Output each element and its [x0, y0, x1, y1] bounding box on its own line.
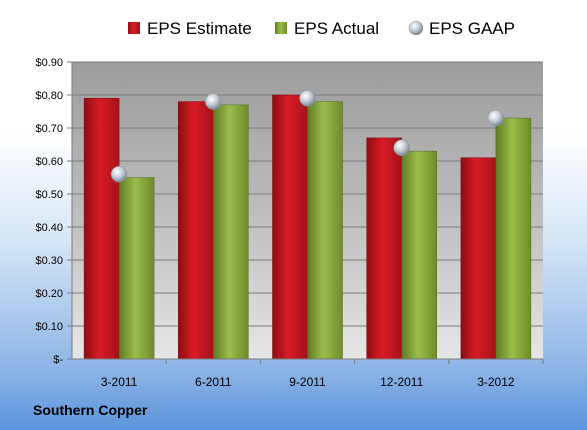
- axes: $- $0.10 $0.20 $0.30 $0.40 $0.50 $0.60 $0.70 $0.…: [35, 57, 544, 389]
- bar-eps-actual: [401, 150, 437, 360]
- bar-eps-estimate: [460, 157, 497, 360]
- point-eps-gaap: [487, 109, 505, 127]
- x-tick-label: 3-2011: [101, 375, 138, 389]
- x-tick-label: 9-2011: [289, 375, 326, 389]
- point-eps-gaap: [205, 93, 222, 110]
- y-tick-label: $-: [53, 354, 63, 366]
- bar-eps-actual: [118, 177, 155, 360]
- point-eps-gaap: [299, 90, 316, 107]
- bar-eps-estimate: [366, 137, 402, 360]
- point-eps-gaap: [393, 139, 410, 157]
- bar-eps-estimate: [178, 101, 214, 360]
- y-tick-label: $0.30: [35, 255, 63, 267]
- bar-eps-actual: [307, 101, 343, 360]
- legend-eps-estimate: EPS Estimate: [128, 19, 252, 38]
- legend-swatch: [275, 22, 287, 34]
- legend-label: EPS Actual: [294, 19, 379, 38]
- legend-label: EPS GAAP: [429, 19, 515, 38]
- y-tick-label: $0.90: [35, 57, 63, 69]
- y-tick-label: $0.60: [35, 156, 63, 168]
- bar-eps-actual: [213, 104, 249, 360]
- gaap-markers: [110, 90, 505, 183]
- x-tick-label: 12-2011: [380, 375, 423, 389]
- legend-label: EPS Estimate: [147, 19, 252, 38]
- y-tick-label: $0.20: [35, 288, 63, 300]
- legend-eps-actual: EPS Actual: [275, 19, 379, 38]
- bars: [83, 94, 532, 360]
- legend-swatch: [128, 22, 140, 34]
- y-tick-label: $0.50: [35, 189, 63, 201]
- y-tick-label: $0.80: [35, 90, 63, 102]
- legend-eps-gaap: EPS GAAP: [408, 19, 515, 38]
- legend: EPS Estimate EPS Actual EPS GAAP: [128, 19, 515, 38]
- bar-eps-actual: [495, 117, 532, 360]
- y-tick-label: $0.10: [35, 321, 63, 333]
- brand-label: Southern Copper: [33, 402, 148, 418]
- y-tick-label: $0.40: [35, 222, 63, 234]
- x-tick-label: 6-2011: [195, 375, 232, 389]
- point-eps-gaap: [110, 165, 128, 183]
- bar-eps-estimate: [83, 98, 120, 360]
- x-tick-label: 3-2012: [477, 375, 515, 389]
- y-tick-label: $0.70: [35, 123, 63, 135]
- legend-swatch: [408, 20, 424, 36]
- bar-eps-estimate: [272, 94, 308, 360]
